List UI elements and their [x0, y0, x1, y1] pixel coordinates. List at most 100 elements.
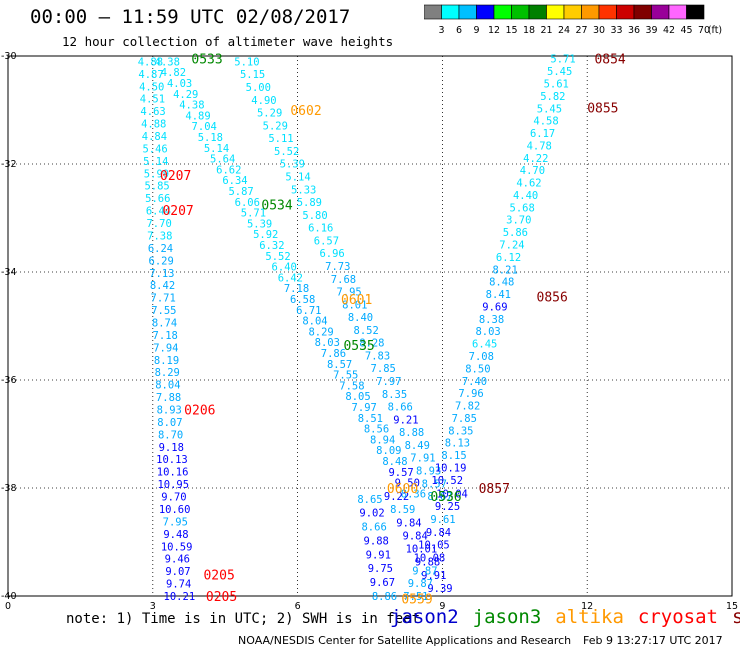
swh-value: 9.69: [482, 301, 507, 313]
swh-value: 8.70: [158, 429, 183, 441]
swh-value: 4.90: [251, 95, 276, 107]
scale-tick-label: 30: [593, 25, 605, 36]
scale-tick-label: 42: [663, 25, 675, 36]
plot-frame: [7, 55, 733, 597]
swh-value: 7.68: [331, 274, 356, 286]
swh-value: 4.84: [142, 131, 167, 143]
swh-value: 6.40: [272, 262, 297, 274]
page-title: 00:00 – 11:59 UTC 02/08/2017: [30, 6, 351, 28]
swh-value: 6.24: [148, 243, 173, 255]
swh-value: 7.86: [321, 348, 346, 360]
swh-value: 9.88: [364, 535, 389, 547]
swh-value: 7.40: [462, 376, 487, 388]
swh-value: 8.41: [486, 289, 511, 301]
swh-value: 8.04: [302, 316, 327, 328]
pass-time-label: 0534: [261, 199, 292, 214]
pass-time-label: 0601: [341, 293, 372, 308]
swh-value: 5.99: [144, 168, 169, 180]
swh-value: 4.51: [140, 94, 165, 106]
swh-value: 7.55: [151, 305, 176, 317]
swh-value: 7.95: [336, 287, 361, 299]
scale-tick-label: 15: [505, 25, 517, 36]
x-tick-label: 15: [726, 601, 738, 610]
swh-value: 8.49: [405, 440, 430, 452]
swh-value: 7.85: [371, 363, 396, 375]
swh-value: 9.18: [159, 442, 184, 454]
swh-value: 6.44: [146, 206, 171, 218]
swh-value: 10.01: [406, 544, 438, 556]
swh-value: 7.73: [325, 261, 350, 273]
scale-tick-label: 24: [558, 25, 570, 36]
x-tick-label: 3: [150, 601, 156, 610]
swh-value: 5.80: [302, 210, 327, 222]
x-tick-label: 12: [581, 601, 593, 610]
pass-time-label: 0206: [184, 404, 215, 419]
swh-value: 5.33: [291, 184, 316, 196]
swh-value: 8.03: [315, 337, 340, 349]
swh-value: 7.96: [458, 388, 483, 400]
scale-tick-label: 33: [610, 25, 622, 36]
scale-tick-label: 39: [645, 25, 657, 36]
swh-value: 10.05: [418, 540, 450, 552]
scale-tick-label: 27: [575, 25, 587, 36]
swh-value: 8.48: [382, 456, 407, 468]
pass-time-label: 0207: [162, 204, 193, 219]
pass-time-label: 0856: [537, 290, 568, 305]
legend-jason2: jason2: [390, 606, 459, 628]
y-tick-label: -30: [1, 51, 17, 62]
swh-value: 5.71: [241, 208, 266, 220]
swh-value: 6.34: [222, 175, 247, 187]
swh-value: 7.97: [376, 376, 401, 388]
swh-value: 7.70: [146, 218, 171, 230]
swh-value: 7.38: [147, 230, 172, 242]
page-subtitle: 12 hour collection of altimeter wave hei…: [62, 34, 394, 49]
x-tick-label: 9: [439, 601, 445, 610]
swh-value: 8.67: [427, 491, 452, 503]
scale-tick-label: 18: [523, 25, 535, 36]
swh-value: 7.55: [333, 370, 358, 382]
scale-tick-label: 21: [540, 25, 552, 36]
swh-value: 4.22: [523, 153, 548, 165]
swh-value: 8.50: [465, 363, 490, 375]
scale-swatch: [686, 4, 705, 20]
scale-tick-label: 45: [680, 25, 692, 36]
swh-value: 9.02: [359, 508, 384, 520]
legend-jason3: jason3: [472, 606, 542, 628]
swh-value: 9.87: [412, 565, 437, 577]
scale-tick-label: 36: [628, 25, 640, 36]
swh-value: 8.42: [150, 280, 175, 292]
swh-value: 9.75: [368, 563, 393, 575]
credit-line: NOAA/NESDIS Center for Satellite Applica…: [238, 634, 572, 647]
swh-value: 5.64: [210, 154, 235, 166]
swh-value: 9.07: [165, 566, 190, 578]
swh-value: 4.89: [185, 110, 210, 122]
swh-value: 4.87: [138, 69, 163, 81]
pass-time-label: 0535: [343, 339, 374, 354]
swh-value: 8.86: [372, 591, 397, 603]
swh-value: 8.35: [382, 389, 407, 401]
x-tick-label: 0: [5, 601, 11, 610]
y-tick-label: -36: [1, 375, 17, 386]
swh-value: 8.38: [479, 314, 504, 326]
pass-time-label: 0854: [594, 53, 625, 68]
swh-value: 6.58: [290, 294, 315, 306]
y-tick-label: -40: [1, 591, 17, 602]
swh-value: 4.58: [533, 116, 558, 128]
swh-value: 7.18: [284, 283, 309, 295]
swh-value: 5.11: [268, 133, 293, 145]
swh-value: 8.93: [157, 405, 182, 417]
pass-time-label: 0207: [160, 169, 191, 184]
swh-value: 9.21: [393, 414, 418, 426]
swh-value: 5.39: [280, 159, 305, 171]
swh-value: 5.29: [257, 108, 282, 120]
swh-value: 9.57: [388, 467, 413, 479]
swh-value: 5.66: [145, 193, 170, 205]
swh-value: 4.40: [513, 190, 538, 202]
swh-value: 4.38: [155, 56, 180, 68]
swh-value: 6.96: [319, 248, 344, 260]
swh-value: 6.06: [235, 197, 260, 209]
swh-value: 7.82: [455, 401, 480, 413]
swh-value: 9.87: [408, 578, 433, 590]
swh-value: 9.91: [421, 570, 446, 582]
swh-value: 4.62: [516, 178, 541, 190]
